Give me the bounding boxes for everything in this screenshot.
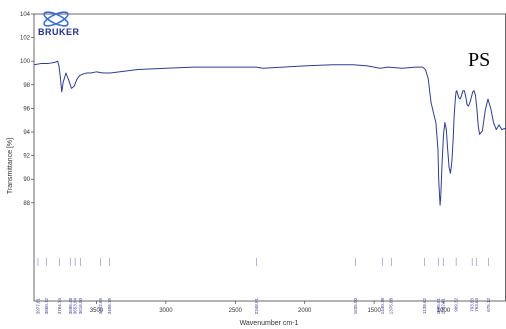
- spectrum-series: [33, 60, 506, 206]
- peak-label: 3406.75: [107, 298, 112, 315]
- peak-label: 3686.48: [68, 298, 73, 315]
- x-tick-label: 2000: [298, 308, 312, 314]
- x-tick-label: 1000: [437, 308, 451, 314]
- peak-label: 2348.81: [254, 298, 259, 315]
- bruker-logo: BRUKER: [38, 11, 80, 37]
- x-tick-label: 1500: [367, 308, 381, 314]
- x-axis-label: Wavenumber cm-1: [240, 320, 299, 327]
- peak-annotations: 3977.81 3860.72 3764.74 3686.48 3653.84 3616.…: [36, 258, 491, 315]
- y-tick-label: 92: [23, 154, 30, 160]
- peak-label: 1440.78: [380, 298, 385, 315]
- x-tick-label: 3500: [90, 308, 104, 314]
- peak-label: 3616.50: [78, 298, 83, 315]
- peak-label: 1635.00: [353, 298, 358, 315]
- plot-frame: [33, 13, 506, 302]
- bruker-atom-icon: [43, 11, 69, 27]
- y-axis: 88 90 92 94 96 98 100 102 104: [20, 12, 34, 207]
- peak-label: 3860.72: [44, 298, 49, 315]
- x-tick-label: 2500: [229, 308, 243, 314]
- peak-label: 3977.81: [36, 298, 41, 315]
- peak-label: 1376.68: [389, 298, 394, 315]
- y-tick-label: 88: [23, 201, 30, 207]
- y-tick-label: 90: [23, 177, 30, 183]
- y-tick-label: 96: [23, 106, 30, 112]
- peak-label: 793.83: [470, 298, 475, 312]
- y-axis-label: Transmittance [%]: [7, 138, 14, 194]
- x-axis: 3500 3000 2500 2000 1500 1000: [90, 301, 451, 314]
- spectrum-line: [33, 60, 506, 206]
- plot-background: [33, 13, 506, 302]
- y-tick-label: 94: [23, 130, 30, 136]
- brand-name: BRUKER: [38, 27, 80, 37]
- peak-label: 1002.51: [441, 298, 446, 315]
- peak-label: 909.32: [454, 298, 459, 312]
- y-tick-label: 102: [20, 36, 31, 42]
- peak-label: 3472.65: [98, 298, 103, 315]
- peak-label: 1035.81: [436, 298, 441, 315]
- peak-label: 3653.84: [73, 298, 78, 315]
- y-tick-label: 100: [20, 59, 31, 65]
- sample-label: PS: [468, 49, 490, 71]
- peak-label: 763.64: [474, 298, 479, 312]
- y-tick-label: 104: [20, 12, 31, 18]
- y-tick-label: 98: [23, 83, 30, 89]
- peak-label: 3764.74: [57, 298, 62, 315]
- peak-label: 675.12: [486, 298, 491, 312]
- x-tick-label: 3000: [159, 308, 173, 314]
- peak-label: 1138.62: [422, 298, 427, 314]
